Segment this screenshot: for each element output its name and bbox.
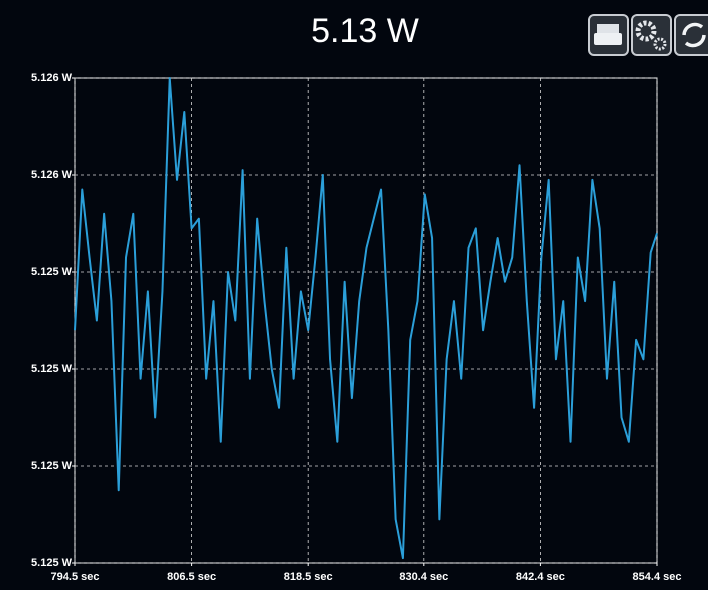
gear-small <box>653 37 667 51</box>
print-button[interactable] <box>588 14 629 56</box>
printer-body <box>594 33 622 45</box>
printer-paper <box>597 24 619 34</box>
y-tick-label: 5.125 W <box>31 363 73 375</box>
refresh-button[interactable] <box>674 14 708 56</box>
gear-large <box>635 20 657 42</box>
data-line <box>74 77 658 560</box>
y-tick-label: 5.126 W <box>31 72 73 84</box>
x-tick-label: 818.5 sec <box>284 571 333 583</box>
refresh-arrows <box>682 22 706 48</box>
y-tick-label: 5.125 W <box>31 557 73 569</box>
y-tick-label: 5.125 W <box>31 266 73 278</box>
x-tick-label: 842.4 sec <box>516 571 565 583</box>
y-tick-label: 5.126 W <box>31 169 73 181</box>
x-tick-label: 794.5 sec <box>51 571 100 583</box>
x-tick-label: 854.4 sec <box>633 571 682 583</box>
y-tick-label: 5.125 W <box>31 460 73 472</box>
chart-title: 5.13 W <box>311 12 419 50</box>
x-tick-label: 830.4 sec <box>399 571 448 583</box>
x-tick-label: 806.5 sec <box>167 571 216 583</box>
settings-button[interactable] <box>631 14 672 56</box>
